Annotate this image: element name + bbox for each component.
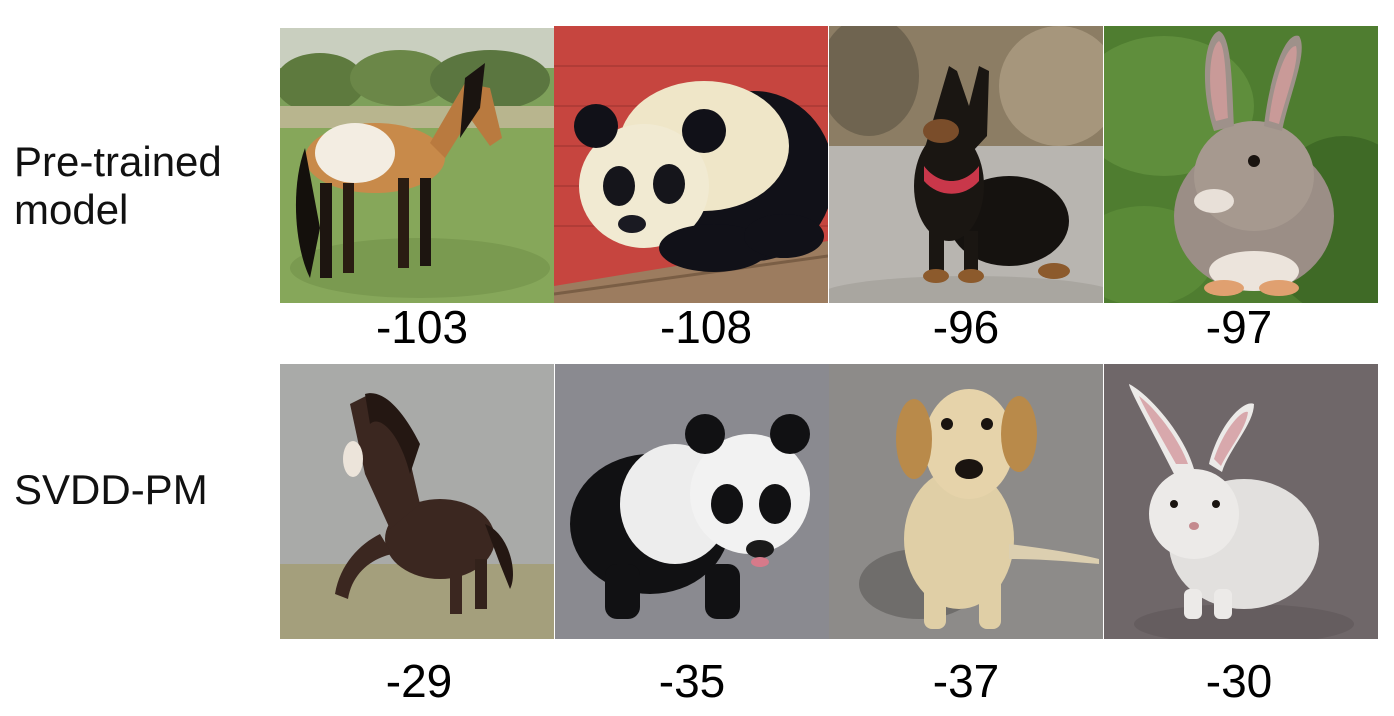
image-pretrained-rabbit	[1104, 26, 1378, 303]
image-svdd-dog	[829, 364, 1103, 639]
score-svdd-dog: -37	[932, 655, 1000, 707]
row-label-pretrained: Pre-trained model	[14, 138, 222, 233]
score-svdd-panda: -35	[658, 655, 726, 707]
image-pretrained-dog	[829, 26, 1103, 303]
image-svdd-panda	[555, 364, 829, 639]
image-pretrained-panda	[554, 26, 828, 303]
image-svdd-horse	[280, 364, 554, 639]
score-pretrained-dog: -96	[932, 301, 1000, 353]
image-pretrained-horse	[280, 28, 554, 303]
score-pretrained-panda: -108	[659, 301, 753, 353]
score-pretrained-rabbit: -97	[1205, 301, 1273, 353]
score-pretrained-horse: -103	[375, 301, 469, 353]
row-label-svdd-pm: SVDD-PM	[14, 466, 208, 513]
score-svdd-horse: -29	[385, 655, 453, 707]
score-svdd-rabbit: -30	[1205, 655, 1273, 707]
image-svdd-rabbit	[1104, 364, 1378, 639]
